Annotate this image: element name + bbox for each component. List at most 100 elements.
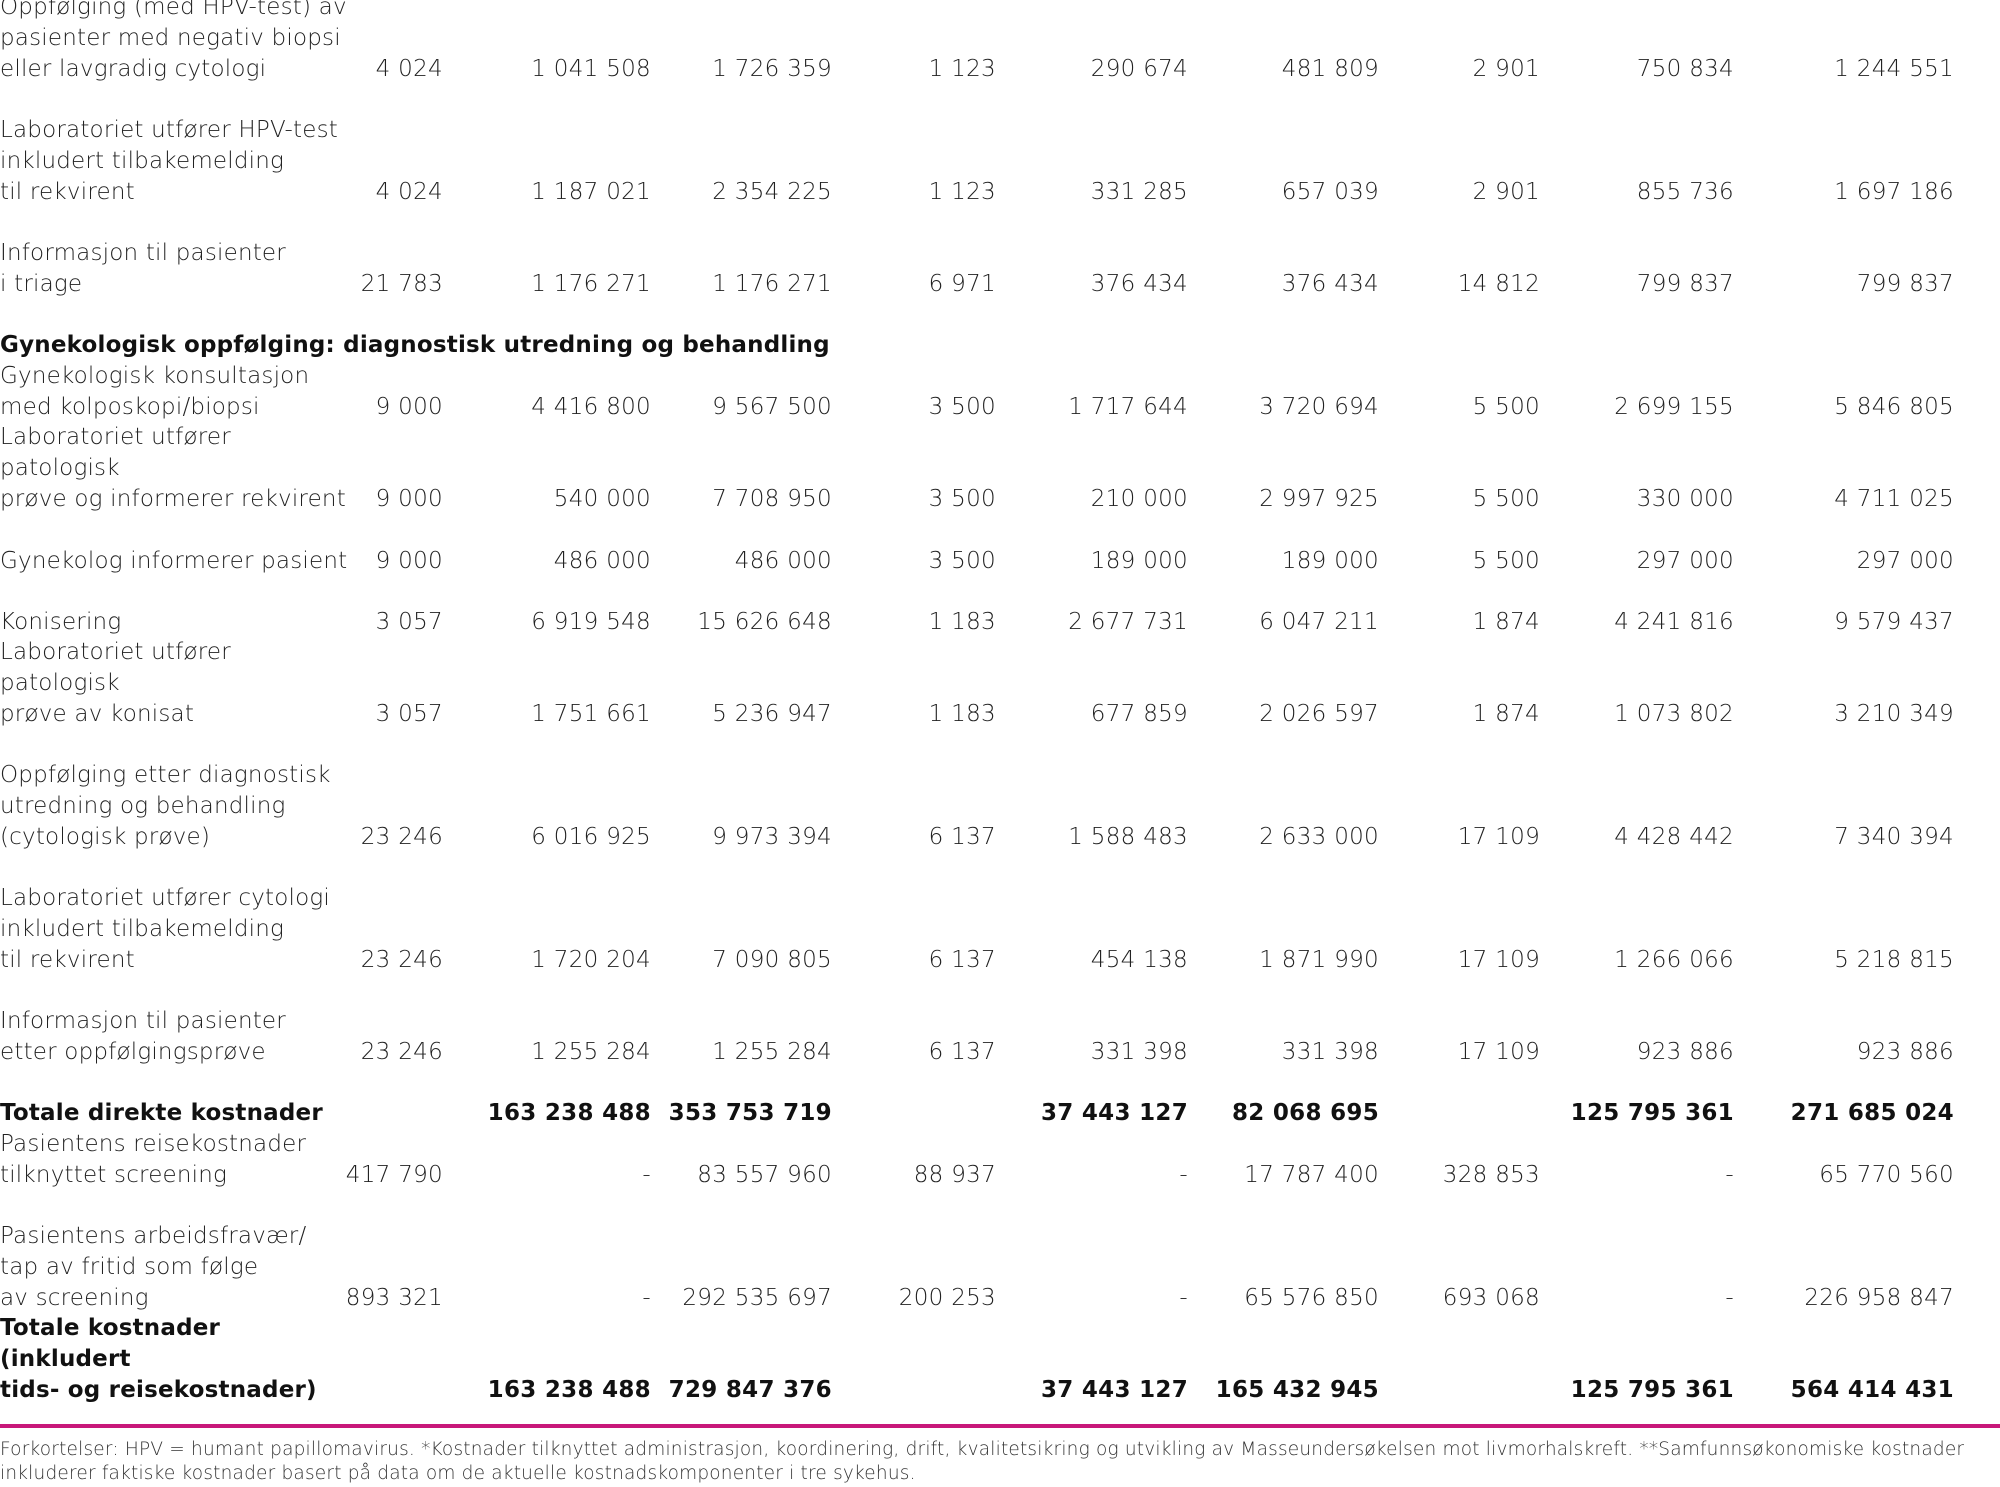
table-row: Laboratoriet utfører cytologi inkludert … bbox=[0, 853, 2000, 976]
cell-value: 540 000 bbox=[553, 486, 651, 512]
cell-value: 1 717 644 bbox=[1068, 394, 1188, 420]
table-row: Gynekolog informerer pasient 9 000 486 0… bbox=[0, 515, 2000, 577]
row-label: Gynekolog informerer pasient bbox=[0, 548, 348, 574]
cell-value: 17 787 400 bbox=[1244, 1162, 1379, 1188]
cell-value: - bbox=[1725, 1162, 1734, 1188]
cell-value: 17 109 bbox=[1457, 824, 1540, 850]
cell-value: 1 183 bbox=[928, 701, 996, 727]
cell-value: 1 176 271 bbox=[712, 271, 832, 297]
cell-value: 677 859 bbox=[1090, 701, 1188, 727]
cell-value: 82 068 695 bbox=[1231, 1100, 1379, 1126]
cell-value: 1 697 186 bbox=[1834, 179, 1954, 205]
cell-value: 1 176 271 bbox=[531, 271, 651, 297]
row-label: Laboratoriet utfører HPV-test inkludert … bbox=[0, 117, 338, 205]
cell-value: 750 834 bbox=[1636, 56, 1734, 82]
cell-value: 799 837 bbox=[1636, 271, 1734, 297]
cell-value: 729 847 376 bbox=[668, 1377, 832, 1403]
cell-value: 271 685 024 bbox=[1790, 1100, 1954, 1126]
cell-value: 9 000 bbox=[375, 548, 443, 574]
table-row: Gynekologisk konsultasjon med kolposkopi… bbox=[0, 361, 2000, 423]
cell-value: 486 000 bbox=[734, 548, 832, 574]
cell-value: 1 726 359 bbox=[712, 56, 832, 82]
cell-value: 4 428 442 bbox=[1614, 824, 1734, 850]
cell-value: 6 919 548 bbox=[531, 609, 651, 635]
table-row: Oppfølging etter diagnostisk utredning o… bbox=[0, 730, 2000, 853]
cell-value: - bbox=[642, 1285, 651, 1311]
cell-value: 6 016 925 bbox=[531, 824, 651, 850]
cell-value: 3 210 349 bbox=[1834, 701, 1954, 727]
cell-value: 4 241 816 bbox=[1614, 609, 1734, 635]
cell-value: 486 000 bbox=[553, 548, 651, 574]
cell-value: 1 720 204 bbox=[531, 947, 651, 973]
cell-value: 799 837 bbox=[1856, 271, 1954, 297]
cell-value: 5 236 947 bbox=[712, 701, 832, 727]
cell-value: 417 790 bbox=[345, 1162, 443, 1188]
table-row: Konisering 3 057 6 919 548 15 626 648 1 … bbox=[0, 577, 2000, 638]
cell-value: 893 321 bbox=[345, 1285, 443, 1311]
cell-value: 65 576 850 bbox=[1244, 1285, 1379, 1311]
cell-value: 9 579 437 bbox=[1834, 609, 1954, 635]
table-row: Laboratoriet utfører patologisk prøve av… bbox=[0, 638, 2000, 730]
cell-value: 37 443 127 bbox=[1040, 1100, 1188, 1126]
cell-value: 1 871 990 bbox=[1259, 947, 1379, 973]
cell-value: 6 137 bbox=[928, 947, 996, 973]
cell-value: 3 057 bbox=[375, 701, 443, 727]
cell-value: 2 026 597 bbox=[1259, 701, 1379, 727]
cell-value: 297 000 bbox=[1636, 548, 1734, 574]
table-row: Pasientens arbeidsfravær/ tap av fritid … bbox=[0, 1191, 2000, 1314]
cell-value: 7 708 950 bbox=[712, 486, 832, 512]
row-label: Laboratoriet utfører cytologi inkludert … bbox=[0, 885, 330, 973]
row-label: Laboratoriet utfører patologisk prøve og… bbox=[0, 424, 346, 512]
cell-value: 9 973 394 bbox=[712, 824, 832, 850]
cell-value: 21 783 bbox=[360, 271, 443, 297]
cell-value: 226 958 847 bbox=[1804, 1285, 1954, 1311]
cell-value: 1 123 bbox=[928, 179, 996, 205]
cell-value: 5 500 bbox=[1472, 394, 1540, 420]
cell-value: 5 500 bbox=[1472, 548, 1540, 574]
cell-value: 4 024 bbox=[375, 179, 443, 205]
cell-value: 331 398 bbox=[1090, 1039, 1188, 1065]
cell-value: 6 137 bbox=[928, 824, 996, 850]
cell-value: 1 073 802 bbox=[1614, 701, 1734, 727]
row-label: Totale direkte kostnader bbox=[0, 1100, 323, 1126]
row-label: Pasientens reisekostnader tilknyttet scr… bbox=[0, 1131, 307, 1188]
row-label: Pasientens arbeidsfravær/ tap av fritid … bbox=[0, 1223, 307, 1311]
table-row: Pasientens reisekostnader tilknyttet scr… bbox=[0, 1129, 2000, 1191]
cell-value: 3 500 bbox=[928, 486, 996, 512]
cell-value: 83 557 960 bbox=[697, 1162, 832, 1188]
cell-value: - bbox=[1179, 1162, 1188, 1188]
cell-value: 165 432 945 bbox=[1215, 1377, 1379, 1403]
divider-rule bbox=[0, 1424, 2000, 1428]
cost-table: Oppfølging (med HPV-test) av pasienter m… bbox=[0, 0, 2000, 1406]
cell-value: 88 937 bbox=[913, 1162, 996, 1188]
row-label: Laboratoriet utfører patologisk prøve av… bbox=[0, 639, 231, 727]
cell-value: 6 137 bbox=[928, 1039, 996, 1065]
table-row: Laboratoriet utfører patologisk prøve og… bbox=[0, 423, 2000, 515]
cell-value: 1 183 bbox=[928, 609, 996, 635]
cell-value: 376 434 bbox=[1281, 271, 1379, 297]
cell-value: 189 000 bbox=[1090, 548, 1188, 574]
row-label: Informasjon til pasienter etter oppfølgi… bbox=[0, 1008, 286, 1065]
cell-value: 2 633 000 bbox=[1259, 824, 1379, 850]
cell-value: 3 057 bbox=[375, 609, 443, 635]
cell-value: 5 500 bbox=[1472, 486, 1540, 512]
total-row: Totale kostnader (inkludert tids- og rei… bbox=[0, 1314, 2000, 1406]
cell-value: 2 901 bbox=[1472, 179, 1540, 205]
section-heading: Gynekologisk oppfølging: diagnostisk utr… bbox=[0, 300, 2000, 361]
row-label: Konisering bbox=[0, 609, 122, 635]
cell-value: 3 500 bbox=[928, 394, 996, 420]
cell-value: 17 109 bbox=[1457, 1039, 1540, 1065]
cell-value: 5 846 805 bbox=[1834, 394, 1954, 420]
cell-value: 210 000 bbox=[1090, 486, 1188, 512]
cell-value: 1 244 551 bbox=[1834, 56, 1954, 82]
cell-value: 9 567 500 bbox=[712, 394, 832, 420]
cell-value: 330 000 bbox=[1636, 486, 1734, 512]
cell-value: 65 770 560 bbox=[1819, 1162, 1954, 1188]
cell-value: 2 699 155 bbox=[1614, 394, 1734, 420]
cell-value: 3 720 694 bbox=[1259, 394, 1379, 420]
cell-value: 1 588 483 bbox=[1068, 824, 1188, 850]
cell-value: 200 253 bbox=[898, 1285, 996, 1311]
cell-value: 7 340 394 bbox=[1834, 824, 1954, 850]
cell-value: 292 535 697 bbox=[682, 1285, 832, 1311]
row-label: Oppfølging etter diagnostisk utredning o… bbox=[0, 762, 331, 850]
